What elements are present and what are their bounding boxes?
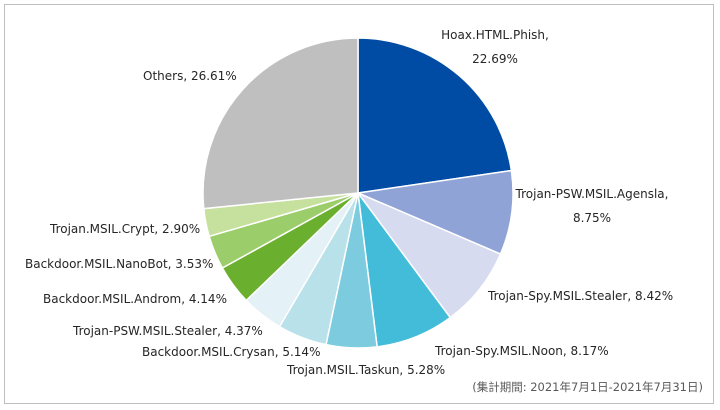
pie-labels: Hoax.HTML.Phish, 22.69% Trojan-PSW.MSIL.Ag… [25,28,673,377]
pie-slice-others [202,37,359,210]
period-note: (集計期間: 2021年7月1日-2021年7月31日) [472,380,703,394]
pie-label-trojan-msil-taskun: Trojan.MSIL.Taskun, 5.28% [286,363,445,377]
pie-label-trojan-spy-msil-stealer: Trojan-Spy.MSIL.Stealer, 8.42% [487,289,673,303]
pie-label-backdoor-msil-androm: Backdoor.MSIL.Androm, 4.14% [43,292,227,306]
pie-label-trojan-spy-msil-noon: Trojan-Spy.MSIL.Noon, 8.17% [434,344,609,358]
pie-label-hoax-html-phish: Hoax.HTML.Phish, 22.69% [441,28,549,66]
pie-label-trojan-psw-msil-agensla: Trojan-PSW.MSIL.Agensla, 8.75% [515,187,669,225]
pie-label-backdoor-msil-crysan: Backdoor.MSIL.Crysan, 5.14% [142,345,320,359]
pie-slices [202,37,514,349]
pie-label-backdoor-msil-nanobot: Backdoor.MSIL.NanoBot, 3.53% [25,257,213,271]
pie-label-trojan-psw-msil-stealer: Trojan-PSW.MSIL.Stealer, 4.37% [72,324,263,338]
pie-label-trojan-msil-crypt: Trojan.MSIL.Crypt, 2.90% [49,222,200,236]
chart-frame: Hoax.HTML.Phish, 22.69% Trojan-PSW.MSIL.Ag… [4,4,714,404]
pie-slice-hoax-html-phish [357,37,513,194]
pie-label-others: Others, 26.61% [143,69,237,83]
pie-slice-trojan-psw-msil-agensla [355,169,514,256]
pie-chart: Hoax.HTML.Phish, 22.69% Trojan-PSW.MSIL.Ag… [25,28,673,377]
